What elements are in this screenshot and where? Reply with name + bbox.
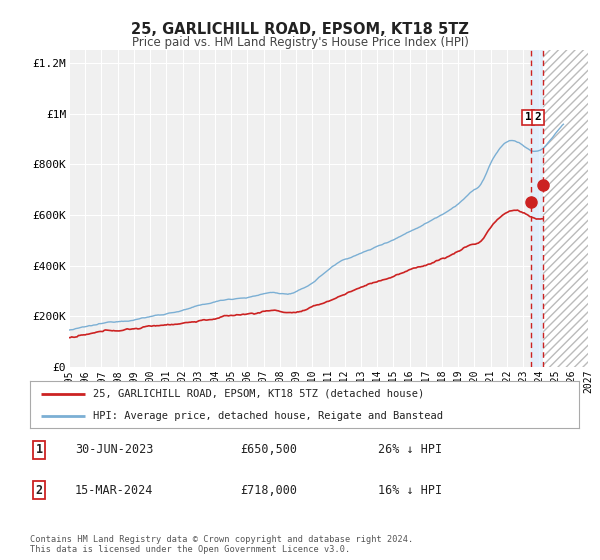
Text: 2: 2 (35, 483, 43, 497)
Bar (531, 50, 542, 367)
Text: 15-MAR-2024: 15-MAR-2024 (75, 483, 154, 497)
Text: 25, GARLICHILL ROAD, EPSOM, KT18 5TZ: 25, GARLICHILL ROAD, EPSOM, KT18 5TZ (131, 22, 469, 38)
Text: 26% ↓ HPI: 26% ↓ HPI (378, 443, 442, 456)
Text: 30-JUN-2023: 30-JUN-2023 (75, 443, 154, 456)
Text: 25, GARLICHILL ROAD, EPSOM, KT18 5TZ (detached house): 25, GARLICHILL ROAD, EPSOM, KT18 5TZ (de… (93, 389, 424, 399)
Text: Price paid vs. HM Land Registry's House Price Index (HPI): Price paid vs. HM Land Registry's House … (131, 36, 469, 49)
Text: 16% ↓ HPI: 16% ↓ HPI (378, 483, 442, 497)
Text: £718,000: £718,000 (240, 483, 297, 497)
Bar (542, 50, 588, 367)
Text: Contains HM Land Registry data © Crown copyright and database right 2024.
This d: Contains HM Land Registry data © Crown c… (30, 535, 413, 554)
Text: 1: 1 (35, 443, 43, 456)
Text: 2: 2 (535, 113, 541, 123)
Text: 1: 1 (524, 113, 532, 123)
Text: £650,500: £650,500 (240, 443, 297, 456)
Text: HPI: Average price, detached house, Reigate and Banstead: HPI: Average price, detached house, Reig… (93, 410, 443, 421)
Bar (542, 50, 588, 367)
